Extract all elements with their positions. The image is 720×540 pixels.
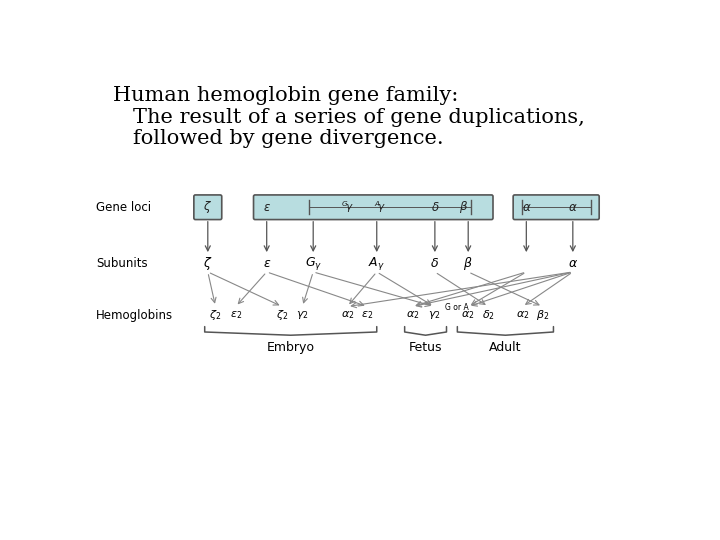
Text: Adult: Adult — [489, 341, 522, 354]
FancyBboxPatch shape — [253, 195, 493, 220]
Text: $\beta$: $\beta$ — [464, 255, 473, 272]
Text: $\epsilon$: $\epsilon$ — [263, 201, 271, 214]
Text: $\gamma_2$: $\gamma_2$ — [428, 309, 441, 321]
Text: $\beta$: $\beta$ — [459, 199, 468, 215]
Text: $A_\gamma$: $A_\gamma$ — [369, 255, 385, 272]
Text: $\epsilon_2$: $\epsilon_2$ — [230, 309, 242, 321]
Text: $\alpha_2$: $\alpha_2$ — [341, 309, 354, 321]
Text: $G_\gamma$: $G_\gamma$ — [305, 255, 322, 272]
Text: $\gamma_2$: $\gamma_2$ — [296, 309, 309, 321]
Text: The result of a series of gene duplications,: The result of a series of gene duplicati… — [132, 108, 585, 127]
Text: Human hemoglobin gene family:: Human hemoglobin gene family: — [113, 86, 459, 105]
Text: Fetus: Fetus — [409, 341, 442, 354]
Text: $\delta$: $\delta$ — [431, 257, 439, 270]
FancyBboxPatch shape — [194, 195, 222, 220]
Text: G or A: G or A — [445, 303, 469, 312]
Text: $\alpha$: $\alpha$ — [521, 201, 531, 214]
Text: Hemoglobins: Hemoglobins — [96, 308, 174, 321]
Text: $\beta_2$: $\beta_2$ — [536, 308, 549, 322]
Text: Embryo: Embryo — [266, 341, 315, 354]
Text: $\epsilon_2$: $\epsilon_2$ — [361, 309, 374, 321]
Text: $\alpha$: $\alpha$ — [568, 201, 577, 214]
Text: followed by gene divergence.: followed by gene divergence. — [132, 130, 444, 148]
Text: $\zeta$: $\zeta$ — [203, 255, 212, 272]
Text: $\zeta_2$: $\zeta_2$ — [276, 308, 288, 322]
Text: $\alpha_2$: $\alpha_2$ — [516, 309, 529, 321]
Text: $\alpha_2$: $\alpha_2$ — [462, 309, 475, 321]
Text: $\zeta_2$: $\zeta_2$ — [210, 308, 222, 322]
Text: $\alpha$: $\alpha$ — [568, 257, 578, 270]
Text: $\alpha_2$: $\alpha_2$ — [405, 309, 419, 321]
Text: $^A\!\gamma$: $^A\!\gamma$ — [374, 199, 387, 215]
Text: Gene loci: Gene loci — [96, 201, 151, 214]
Text: $\zeta$: $\zeta$ — [203, 199, 212, 215]
Text: $\delta$: $\delta$ — [431, 201, 439, 214]
Text: $\epsilon$: $\epsilon$ — [263, 257, 271, 270]
Text: $\delta_2$: $\delta_2$ — [482, 308, 495, 322]
FancyBboxPatch shape — [513, 195, 599, 220]
Text: $^G\!\gamma$: $^G\!\gamma$ — [341, 199, 354, 215]
Text: Subunits: Subunits — [96, 257, 148, 270]
